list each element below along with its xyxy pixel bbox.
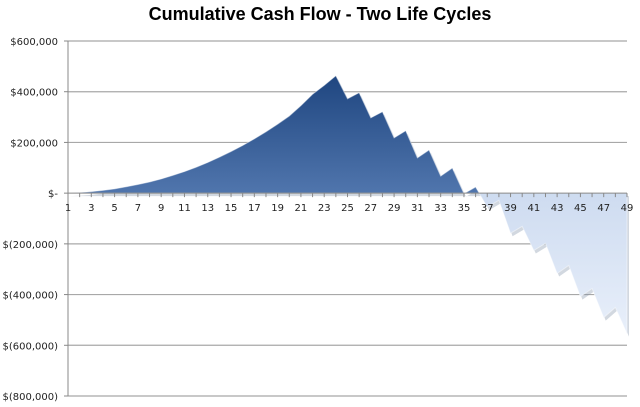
x-tick-label: 39	[504, 203, 517, 214]
negative-area	[68, 193, 627, 334]
y-tick-label: $-	[48, 189, 58, 200]
x-tick-label: 49	[621, 203, 634, 214]
x-axis-labels: 1 3 5 7 9 11 13 15 17 19 21 23 25 27 29 31 33 35 37 39 41 43 4…	[65, 203, 634, 214]
x-tick-label: 25	[341, 203, 354, 214]
x-tick-label: 15	[225, 203, 238, 214]
x-tick-label: 47	[597, 203, 610, 214]
y-tick-label: $(800,000)	[2, 392, 58, 403]
x-tick-label: 7	[135, 203, 141, 214]
y-tick-label: $(600,000)	[2, 341, 58, 352]
data-area	[67, 74, 629, 337]
positive-area	[71, 75, 480, 193]
x-tick-label: 27	[364, 203, 377, 214]
x-tick-label: 19	[271, 203, 284, 214]
x-tick-label: 9	[158, 203, 164, 214]
x-tick-label: 41	[527, 203, 540, 214]
y-tick-label: $200,000	[10, 138, 58, 149]
x-tick-label: 5	[111, 203, 117, 214]
x-tick-label: 1	[65, 203, 71, 214]
x-tick-label: 13	[201, 203, 214, 214]
y-tick-label: $(400,000)	[2, 291, 58, 302]
x-tick-label: 43	[551, 203, 564, 214]
x-tick-label: 29	[388, 203, 401, 214]
x-tick-label: 37	[481, 203, 494, 214]
axes	[67, 41, 628, 396]
y-tick-label: $600,000	[10, 37, 58, 48]
x-tick-label: 21	[295, 203, 308, 214]
x-tick-label: 17	[248, 203, 261, 214]
x-tick-label: 3	[88, 203, 94, 214]
y-axis-labels: $600,000 $400,000 $200,000 $- $(200,000) $(40…	[2, 37, 58, 403]
x-tick-label: 11	[178, 203, 191, 214]
chart-title: Cumulative Cash Flow - Two Life Cycles	[148, 4, 492, 24]
y-tick-label: $400,000	[10, 88, 58, 99]
x-tick-label: 23	[318, 203, 331, 214]
x-tick-label: 45	[574, 203, 587, 214]
x-tick-label: 35	[458, 203, 471, 214]
x-tick-label: 33	[434, 203, 447, 214]
x-tick-label: 31	[411, 203, 424, 214]
y-tick-label: $(200,000)	[2, 240, 58, 251]
